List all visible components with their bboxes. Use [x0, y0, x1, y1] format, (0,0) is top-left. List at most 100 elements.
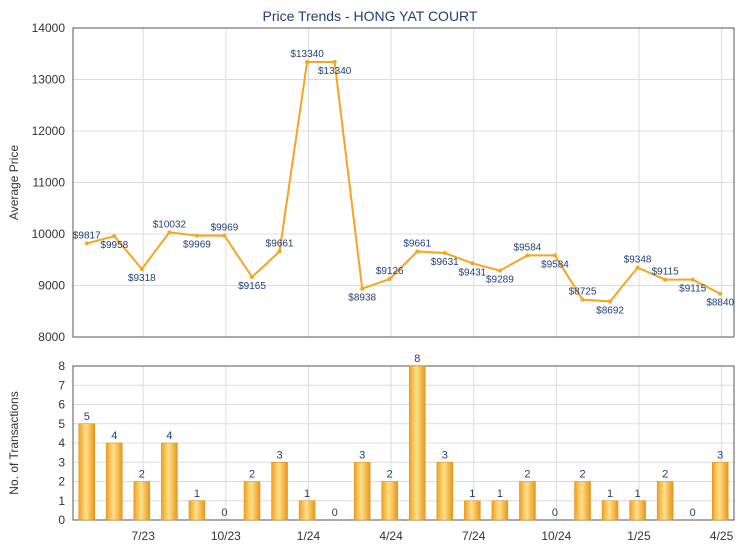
price-data-label: $9431	[458, 267, 486, 278]
price-point	[332, 59, 337, 64]
price-data-label: $9631	[431, 257, 459, 268]
price-point	[580, 297, 585, 302]
price-data-label: $8840	[706, 298, 734, 309]
price-data-label: $9289	[486, 275, 514, 286]
x-tick-label: 7/23	[132, 529, 156, 543]
price-point	[250, 275, 255, 280]
bar-y-tick-label: 4	[58, 436, 65, 450]
x-tick-label: 4/25	[710, 529, 734, 543]
price-point	[525, 253, 530, 258]
price-point	[84, 241, 89, 246]
bar-data-label: 5	[84, 411, 90, 423]
transaction-bar	[629, 500, 646, 521]
bar-data-label: 2	[662, 469, 668, 481]
price-point	[277, 249, 282, 254]
price-point	[415, 249, 420, 254]
bar-data-label: 2	[524, 469, 530, 481]
price-data-label: $9126	[376, 266, 404, 277]
price-point	[360, 286, 365, 291]
transaction-bar	[711, 462, 729, 521]
price-point	[497, 268, 502, 273]
bar-y-tick-label: 7	[58, 378, 65, 392]
price-point	[139, 267, 144, 272]
price-point	[194, 233, 199, 238]
bar-y-tick-label: 3	[58, 455, 65, 469]
bar-data-label: 3	[277, 449, 283, 461]
x-tick-label: 4/24	[379, 529, 403, 543]
bar-y-tick-label: 1	[58, 494, 65, 508]
price-data-label: $9318	[128, 273, 156, 284]
price-point	[387, 277, 392, 282]
bar-plot-frame	[72, 365, 735, 521]
transaction-bar	[519, 481, 536, 521]
transaction-bar	[574, 481, 591, 521]
x-tick-label: 10/24	[541, 529, 571, 543]
bar-data-label: 2	[249, 469, 255, 481]
bar-data-label: 2	[579, 469, 585, 481]
transaction-bar	[271, 462, 288, 521]
bar-y-tick-label: 6	[58, 398, 65, 412]
bar-data-label: 3	[359, 449, 365, 461]
price-plot-frame	[72, 27, 735, 338]
transaction-bar	[78, 423, 96, 521]
price-data-label: $10032	[153, 219, 187, 230]
chart-title: Price Trends - HONG YAT COURT	[263, 8, 478, 24]
x-tick-label: 1/24	[297, 529, 321, 543]
price-point	[608, 299, 613, 304]
transaction-bar	[298, 500, 316, 521]
transaction-bar	[243, 481, 261, 521]
bar-data-label: 0	[690, 507, 696, 519]
price-data-label: $9115	[679, 284, 707, 295]
transaction-bar	[353, 462, 371, 521]
bar-data-label: 3	[717, 449, 723, 461]
price-point	[305, 59, 310, 64]
price-y-tick-label: 14000	[32, 21, 66, 35]
price-y-axis-title: Average Price	[7, 145, 21, 220]
transaction-bar	[409, 365, 426, 521]
bar-data-label: 3	[442, 449, 448, 461]
x-tick-label: 10/23	[211, 529, 241, 543]
price-y-tick-label: 11000	[33, 176, 66, 190]
price-y-tick-label: 8000	[38, 330, 65, 344]
price-data-label: $9969	[211, 223, 239, 234]
price-point	[690, 277, 695, 282]
transaction-bar	[161, 442, 178, 521]
bar-data-label: 4	[166, 430, 172, 442]
price-point	[470, 261, 475, 266]
bar-data-label: 4	[111, 430, 117, 442]
price-data-label: $9115	[652, 267, 680, 278]
transactions-bar-panel: 8 7 6 5 4 3 2 1 0 No. of Transactions 5 4 2 4 1 0 2 3 1 0 3 2…	[7, 353, 735, 543]
price-y-tick-label: 9000	[38, 279, 65, 293]
price-data-label: $9584	[514, 242, 542, 253]
bar-data-label: 0	[552, 507, 558, 519]
bar-data-label: 1	[304, 488, 310, 500]
x-tick-label: 7/24	[462, 529, 486, 543]
price-y-tick-label: 12000	[32, 124, 66, 138]
price-point	[635, 265, 640, 270]
bar-data-label: 1	[607, 488, 613, 500]
transaction-bar	[133, 481, 151, 521]
price-data-label: $9969	[183, 240, 211, 251]
price-data-label: $9584	[541, 259, 569, 270]
bar-y-axis-title: No. of Transactions	[7, 391, 21, 494]
price-data-label: $13340	[318, 66, 352, 77]
transaction-bar	[464, 500, 481, 521]
price-point	[222, 233, 227, 238]
transaction-bar	[381, 481, 398, 521]
price-data-label: $9958	[100, 240, 128, 251]
bar-y-tick-label: 2	[58, 475, 65, 489]
price-data-label: $9348	[624, 255, 652, 266]
price-data-label: $9661	[403, 238, 431, 249]
bar-data-label: 1	[635, 488, 641, 500]
price-data-label: $9661	[266, 238, 294, 249]
price-data-label: $8692	[596, 305, 624, 316]
price-series-line	[86, 60, 721, 303]
price-data-label: $8938	[348, 293, 376, 304]
bar-data-label: 8	[414, 353, 420, 365]
bar-data-label: 0	[332, 507, 338, 519]
price-point	[442, 251, 447, 256]
transaction-bar	[656, 481, 674, 521]
transaction-bar	[106, 442, 123, 521]
price-point	[552, 253, 557, 258]
